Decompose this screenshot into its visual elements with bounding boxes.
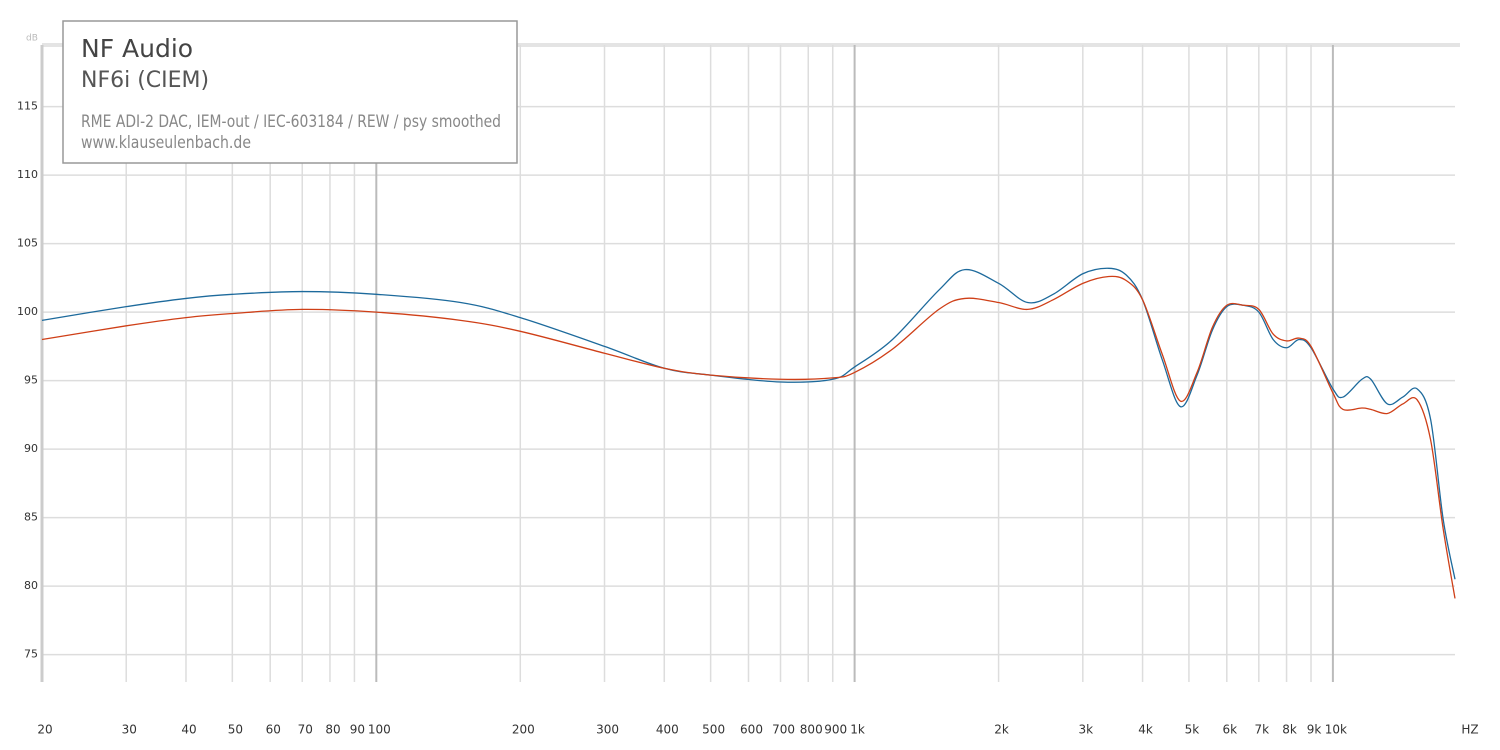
x-tick-label: 80 bbox=[325, 723, 340, 737]
x-tick-label: 9k bbox=[1307, 723, 1322, 737]
x-tick-label: 4k bbox=[1138, 723, 1153, 737]
x-tick-label: 600 bbox=[740, 723, 763, 737]
annotation: www.klauseulenbach.de bbox=[81, 133, 251, 153]
x-tick-label: 200 bbox=[512, 723, 535, 737]
x-tick-label: 800 bbox=[800, 723, 823, 737]
x-tick-label: 60 bbox=[266, 723, 281, 737]
x-tick-label: 6k bbox=[1222, 723, 1237, 737]
y-tick-label: 110 bbox=[17, 168, 38, 181]
x-tick-label: 90 bbox=[350, 723, 365, 737]
x-tick-label: 1k bbox=[850, 723, 865, 737]
x-tick-label: 3k bbox=[1079, 723, 1094, 737]
series-line bbox=[41, 267, 1456, 580]
x-tick-label: 20 bbox=[37, 723, 52, 737]
chart-title: NF Audio bbox=[81, 34, 193, 63]
x-tick-label: 5k bbox=[1185, 723, 1200, 737]
lines bbox=[41, 267, 1456, 599]
info-box bbox=[62, 20, 518, 164]
annotation: RME ADI-2 DAC, IEM-out / IEC-603184 / RE… bbox=[81, 112, 501, 132]
x-tick-label: 70 bbox=[298, 723, 313, 737]
series-line bbox=[41, 275, 1456, 599]
y-tick-label: 90 bbox=[24, 442, 38, 455]
x-tick-label: 7k bbox=[1255, 723, 1270, 737]
x-tick-label: 30 bbox=[122, 723, 137, 737]
y-tick-label: 95 bbox=[24, 374, 38, 387]
x-tick-label: 500 bbox=[702, 723, 725, 737]
y-tick-label: 80 bbox=[24, 579, 38, 592]
y-tick-label: 75 bbox=[24, 648, 38, 661]
x-tick-label: 2k bbox=[994, 723, 1009, 737]
chart-subtitle: NF6i (CIEM) bbox=[81, 68, 209, 93]
x-tick-label: 300 bbox=[596, 723, 619, 737]
x-tick-label: 700 bbox=[772, 723, 795, 737]
y-tick-label: 100 bbox=[17, 305, 38, 318]
y-tick-label: 115 bbox=[17, 100, 38, 113]
x-tick-label: 10k bbox=[1325, 723, 1347, 737]
x-axis-label: HZ bbox=[1461, 723, 1478, 737]
x-tick-label: 50 bbox=[228, 723, 243, 737]
x-tick-label: 900 bbox=[824, 723, 847, 737]
x-tick-label: 100 bbox=[368, 723, 391, 737]
y-tick-label: 85 bbox=[24, 511, 38, 524]
x-tick-label: 40 bbox=[181, 723, 196, 737]
y-tick-label: 105 bbox=[17, 237, 38, 250]
x-tick-label: 400 bbox=[656, 723, 679, 737]
x-tick-label: 8k bbox=[1282, 723, 1297, 737]
y-axis-label: dB bbox=[26, 34, 38, 44]
